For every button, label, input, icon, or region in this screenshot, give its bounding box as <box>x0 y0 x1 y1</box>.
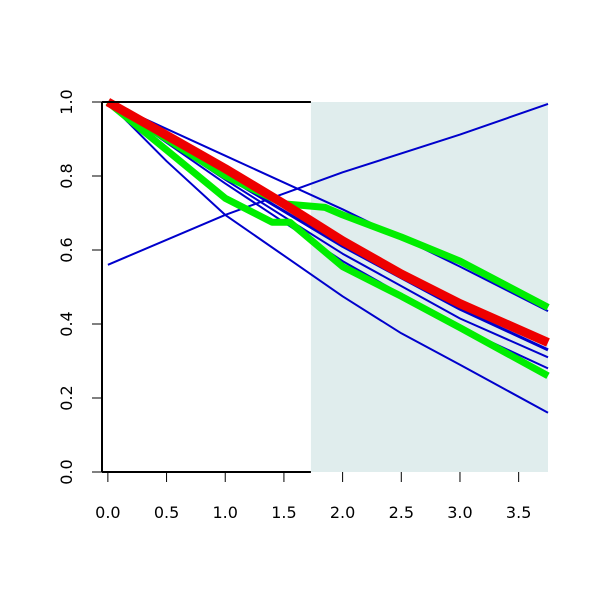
series-layer <box>105 98 550 414</box>
series-line-1 <box>107 102 549 266</box>
axes-layer: 0.0 0.5 1.0 1.5 2.0 2.5 3.0 3.5 0.0 0.2 0.4 0.6 0.8 1… <box>57 89 531 522</box>
x-tick-label: 0.0 <box>95 503 120 522</box>
x-tick-label: 0.5 <box>154 503 179 522</box>
x-tick-label: 3.5 <box>506 503 531 522</box>
x-tick-label: 3.0 <box>447 503 472 522</box>
series-line-8 <box>105 99 550 379</box>
y-tick-label: 0.0 <box>57 459 76 484</box>
series-line-9 <box>105 98 550 347</box>
x-tick-label: 1.5 <box>271 503 296 522</box>
series-line-2 <box>107 101 549 414</box>
y-tick-label: 0.6 <box>57 237 76 262</box>
y-tick-label: 0.4 <box>57 311 76 336</box>
series-line-3 <box>107 101 549 312</box>
y-tick-label: 0.8 <box>57 163 76 188</box>
x-tick-label: 2.0 <box>330 503 355 522</box>
x-tick-label: 1.0 <box>213 503 238 522</box>
y-tick-label: 1.0 <box>57 89 76 114</box>
y-tick-label: 0.2 <box>57 385 76 410</box>
x-tick-label: 2.5 <box>389 503 414 522</box>
